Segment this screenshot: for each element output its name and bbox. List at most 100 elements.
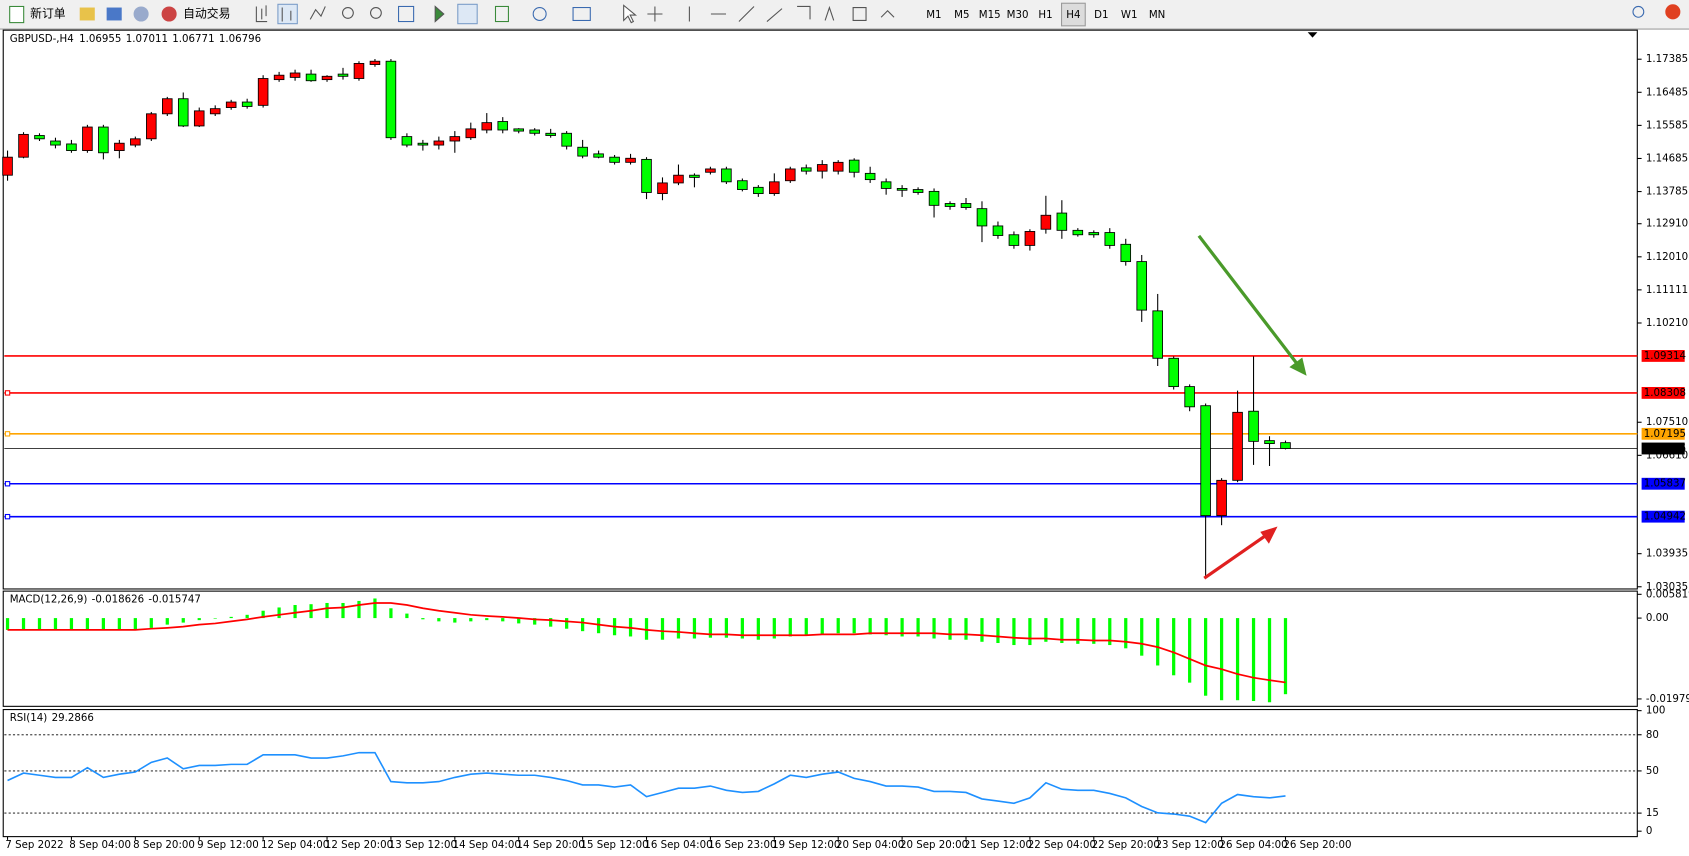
plot: 1.17385 1.16485 1.15585 1.14685 1.13785 1.129… [2, 54, 1689, 851]
icon[interactable] [133, 6, 149, 22]
macd-bar [485, 618, 489, 621]
macd-bar [740, 618, 744, 639]
y-tick-label: 15 [1646, 808, 1659, 819]
x-tick-label: 16 Sep 23:00 [708, 840, 776, 851]
macd-bar [1012, 618, 1016, 646]
x-tick-label: 26 Sep 20:00 [1283, 840, 1351, 851]
x-tick-label: 7 Sep 2022 [5, 840, 63, 851]
candle-body [481, 122, 493, 131]
timeframe-button[interactable]: M30 [1007, 10, 1029, 21]
icon[interactable] [572, 6, 591, 21]
macd-bar [804, 618, 808, 636]
macd-bar [932, 618, 936, 639]
icon[interactable] [106, 7, 122, 21]
macd-bar [5, 618, 10, 630]
arrow-up [1203, 526, 1278, 580]
candle-body [800, 167, 812, 172]
timeframe-button[interactable]: D1 [1094, 10, 1108, 21]
candle-body [1120, 243, 1132, 263]
macd-bar [469, 618, 473, 622]
icon[interactable] [457, 3, 478, 25]
icon[interactable] [255, 5, 268, 23]
y-tick-label: 0 [1646, 826, 1653, 837]
candle-body [353, 63, 365, 79]
macd-bar [197, 618, 201, 621]
notification-icon[interactable] [1665, 4, 1681, 20]
chart-shift-marker [1307, 32, 1318, 38]
timeframe-button[interactable]: M15 [979, 10, 1001, 21]
macd-bar [724, 618, 729, 638]
candle-body [98, 126, 109, 154]
macd-bar [1108, 618, 1112, 646]
icon[interactable] [281, 7, 292, 22]
search-icon[interactable] [1632, 5, 1645, 18]
macd-bar [293, 605, 297, 619]
candle-body [289, 72, 301, 78]
candle-body [257, 78, 269, 106]
x-tick-label: 23 Sep 12:00 [1156, 840, 1224, 851]
macd-panel [2, 590, 1638, 707]
price-tag-label: 1.05837 [1644, 479, 1686, 490]
y-tick-label: 1.14685 [1646, 153, 1688, 164]
icon[interactable] [532, 6, 547, 21]
candle-body [449, 136, 461, 142]
macd-bar [21, 618, 26, 630]
y-tick-label: 1.03935 [1646, 549, 1688, 560]
timeframe-button[interactable]: M5 [954, 10, 969, 21]
y-tick-label: 1.13785 [1646, 187, 1688, 198]
macd-bar [325, 602, 329, 619]
new-order-button[interactable]: 新订单 [9, 5, 66, 24]
macd-bar [692, 618, 697, 639]
candle-body [241, 101, 253, 107]
auto-trading-label: 自动交易 [183, 6, 230, 20]
x-tick-label: 20 Sep 20:00 [900, 840, 968, 851]
macd-bar [596, 618, 601, 634]
y-tick-label: 50 [1646, 766, 1659, 777]
timeframe-button[interactable]: MN [1149, 10, 1165, 21]
y-tick-label: 0.005819 [1646, 589, 1689, 600]
icon[interactable] [79, 7, 95, 21]
candle-body [577, 146, 588, 157]
timeframe-button[interactable]: M1 [926, 10, 941, 21]
timeframe-button[interactable]: H4 [1066, 10, 1080, 21]
macd-bar [565, 618, 569, 629]
candle-body [162, 98, 173, 115]
candle-body [848, 159, 860, 173]
icon[interactable] [434, 5, 445, 23]
candle-body [1216, 479, 1227, 517]
auto-trading-button[interactable]: 自动交易 [161, 6, 231, 22]
timeframe-button[interactable]: H1 [1038, 10, 1052, 21]
icon[interactable] [277, 3, 298, 25]
candle-body [641, 158, 652, 193]
macd-bar [501, 618, 505, 622]
macd-bar [133, 618, 137, 630]
timeframe-button[interactable]: W1 [1121, 10, 1138, 21]
icon[interactable] [342, 6, 354, 19]
x-tick-label: 8 Sep 20:00 [133, 840, 195, 851]
macd-bar [996, 618, 1000, 644]
icon[interactable] [647, 5, 811, 22]
macd-bar [373, 598, 377, 619]
candle-body [114, 142, 125, 151]
candle-body [497, 121, 509, 131]
price-panel [2, 29, 1638, 590]
icon[interactable] [370, 6, 382, 19]
macd-bar [1251, 618, 1256, 702]
candle-body [705, 168, 716, 173]
icon[interactable] [398, 5, 415, 23]
toolbar [0, 0, 1689, 30]
macd-bar [437, 618, 441, 622]
macd-bar [53, 618, 58, 630]
candle-body [146, 113, 157, 140]
macd-bar [421, 618, 425, 620]
icon[interactable] [623, 4, 638, 24]
icon[interactable] [494, 5, 509, 23]
icon[interactable] [309, 6, 326, 20]
candle-body [912, 189, 924, 193]
candle-body [433, 140, 445, 146]
candle-body [1040, 214, 1052, 230]
icon[interactable] [824, 5, 895, 21]
candle-body [305, 73, 317, 82]
active-timeframe [1061, 2, 1086, 27]
x-tick-label: 12 Sep 20:00 [325, 840, 393, 851]
